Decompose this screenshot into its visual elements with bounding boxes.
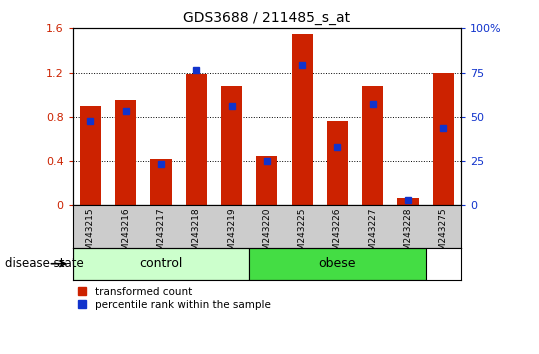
Text: GSM243228: GSM243228 [403,207,412,262]
Text: GSM243227: GSM243227 [368,207,377,262]
Text: GSM243225: GSM243225 [298,207,307,262]
Text: GSM243216: GSM243216 [121,207,130,262]
Text: GSM243219: GSM243219 [227,207,236,262]
Bar [362,86,383,205]
Text: GSM243275: GSM243275 [439,207,448,262]
Bar [73,248,249,280]
Text: disease state: disease state [5,257,84,270]
Text: obese: obese [319,257,356,270]
Bar [249,248,426,280]
Text: control: control [139,257,183,270]
Bar [115,100,136,205]
Bar [221,86,242,205]
Bar [327,121,348,205]
Bar [185,74,207,205]
Bar [256,155,278,205]
Title: GDS3688 / 211485_s_at: GDS3688 / 211485_s_at [183,11,350,24]
Text: GSM243218: GSM243218 [192,207,201,262]
Bar [292,34,313,205]
Legend: transformed count, percentile rank within the sample: transformed count, percentile rank withi… [78,287,271,310]
Bar [150,159,171,205]
Text: GSM243215: GSM243215 [86,207,95,262]
Text: GSM243220: GSM243220 [262,207,271,262]
Bar [433,73,454,205]
Text: GSM243217: GSM243217 [156,207,165,262]
Bar [80,106,101,205]
Text: GSM243226: GSM243226 [333,207,342,262]
Bar [397,198,418,205]
